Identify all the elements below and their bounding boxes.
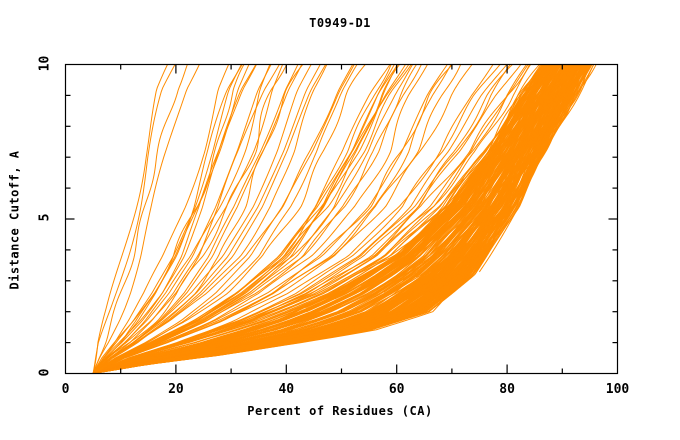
data-curve [361,64,558,295]
data-curve [268,64,558,332]
x-tick-label: 60 [388,381,405,397]
data-curve [92,64,312,374]
data-curve [92,64,250,374]
data-curve [391,64,562,281]
data-curve [376,64,561,291]
data-curve [334,64,550,300]
data-curve [273,64,544,321]
x-tick-label: 20 [168,381,184,397]
data-curve [92,64,188,374]
data-curve [92,64,230,374]
x-tick-label: 80 [499,381,515,397]
data-curve [92,64,452,374]
data-curve [92,64,355,374]
data-curve [92,64,417,374]
chart-title: T0949-D1 [309,16,371,30]
data-curve [92,64,288,374]
data-curve [478,64,589,273]
axes-frame-group [64,63,619,375]
x-tick-label: 40 [278,381,295,397]
y-axis-title-text: Distance Cutoff, A [8,150,23,290]
data-curve [92,64,200,374]
data-curve [276,64,555,324]
data-curve [93,243,485,374]
data-curve [92,64,508,374]
data-curve [92,64,176,374]
x-axis-title: Percent of Residues (CA) [247,404,433,418]
data-curve [92,64,299,374]
y-tick-label: 5 [36,213,52,222]
data-curve [92,64,328,374]
data-curve [92,64,245,374]
data-curve [92,64,327,374]
data-curve [318,64,585,337]
data-curve [426,64,574,283]
data-curve [92,64,168,374]
data-curve [92,64,303,374]
data-curve [92,64,257,374]
data-curve [92,64,321,374]
data-curve [92,64,243,374]
data-curve [92,64,412,374]
data-curve [92,64,280,374]
data-curve [430,64,570,267]
data-curve [92,64,304,374]
data-curves-group [92,64,597,374]
data-curve [92,64,531,374]
data-curve [92,64,272,374]
data-curve [92,64,448,374]
data-curve [433,64,578,286]
data-curve [299,64,565,329]
data-curve [92,64,501,374]
x-tick-label: 0 [61,381,70,397]
x-tick-label: 100 [605,381,630,397]
data-curve [343,64,557,300]
data-curve [463,64,595,284]
data-curve [92,64,284,374]
data-curve [92,64,494,374]
data-curve [286,64,565,333]
data-curve [92,64,358,374]
data-curve [92,64,395,374]
data-curve [390,64,560,272]
data-curve [92,64,366,374]
y-tick-label: 0 [36,368,52,376]
data-curve [92,64,398,374]
data-curve [92,64,462,374]
data-curve [416,64,574,288]
y-tick-label: 10 [37,55,52,71]
y-axis-title: Distance Cutoff, A [2,0,28,440]
data-curve [386,64,558,277]
data-curve [92,64,271,374]
